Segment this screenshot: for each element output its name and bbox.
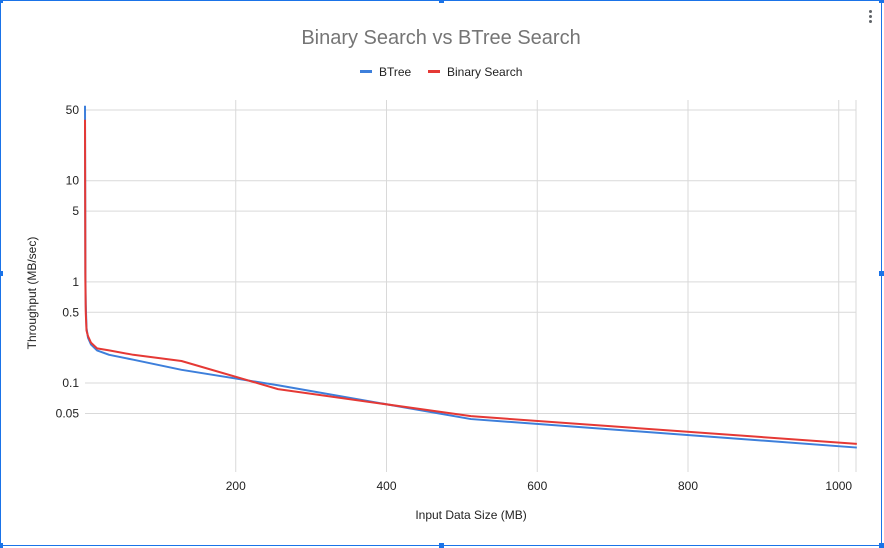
x-axis-label: Input Data Size (MB) <box>415 508 526 522</box>
x-tick-label: 800 <box>678 479 698 493</box>
x-tick-label: 600 <box>527 479 547 493</box>
resize-handle-right[interactable] <box>879 271 884 276</box>
resize-handle-top-left[interactable] <box>0 0 3 3</box>
legend: BTree Binary Search <box>360 65 522 79</box>
series-lines <box>84 105 857 449</box>
legend-swatch-binary-search <box>428 70 440 73</box>
resize-handle-left[interactable] <box>0 271 3 276</box>
x-tick-label: 200 <box>226 479 246 493</box>
resize-handle-bottom[interactable] <box>439 543 444 548</box>
y-axis-ticks: 50 10 5 1 0.5 0.1 0.05 <box>56 103 80 420</box>
x-axis-ticks: 200 400 600 800 1000 <box>226 479 853 493</box>
y-tick-label: 0.5 <box>62 305 79 319</box>
gridlines <box>85 100 857 472</box>
resize-handle-bottom-right[interactable] <box>879 543 884 548</box>
resize-handle-bottom-left[interactable] <box>0 543 3 548</box>
more-options-icon[interactable] <box>866 8 874 30</box>
series-line-btree <box>84 105 857 449</box>
y-axis-label: Throughput (MB/sec) <box>25 237 39 350</box>
y-tick-label: 5 <box>72 204 79 218</box>
chart-title: Binary Search vs BTree Search <box>301 27 580 49</box>
legend-swatch-btree <box>360 70 372 73</box>
y-tick-label: 0.05 <box>56 406 80 420</box>
y-tick-label: 50 <box>66 103 80 117</box>
x-tick-label: 1000 <box>825 479 852 493</box>
legend-label-binary-search: Binary Search <box>447 65 522 79</box>
resize-handle-top-right[interactable] <box>879 0 884 3</box>
resize-handle-top[interactable] <box>439 0 444 3</box>
y-tick-label: 10 <box>66 174 80 188</box>
x-tick-label: 400 <box>376 479 396 493</box>
series-line-binary-search <box>84 119 857 445</box>
y-tick-label: 1 <box>72 275 79 289</box>
legend-label-btree: BTree <box>379 65 412 79</box>
y-tick-label: 0.1 <box>62 376 79 390</box>
